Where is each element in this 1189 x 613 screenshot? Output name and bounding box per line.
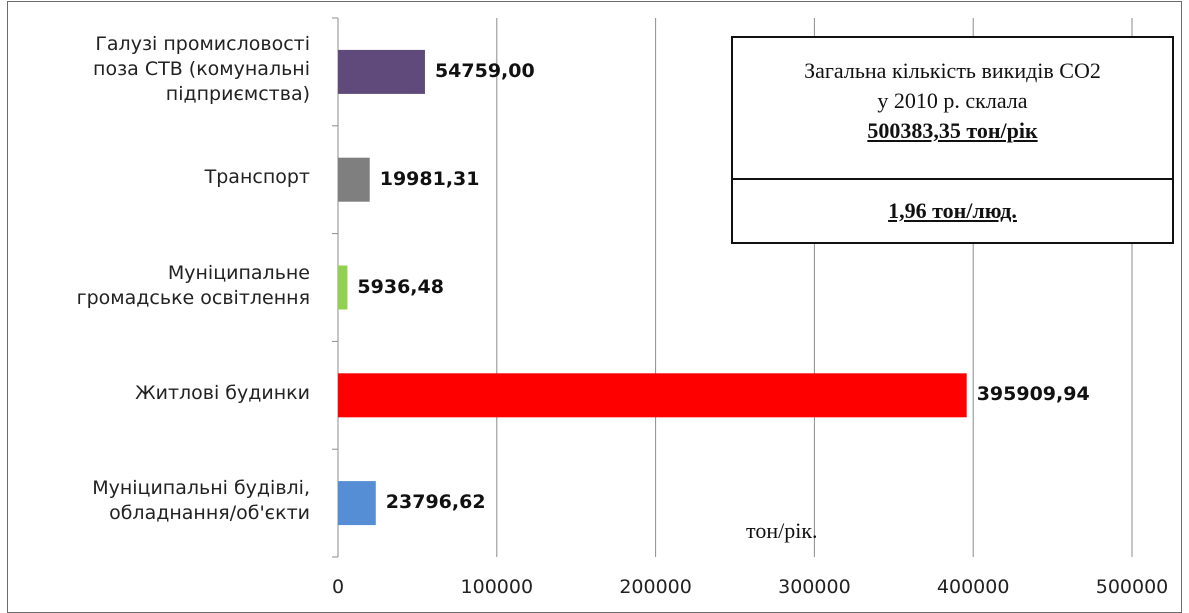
unit-label: тон/рік. — [746, 518, 818, 543]
bar-value-label: 19981,31 — [379, 167, 480, 190]
bar — [338, 157, 370, 202]
bar-value-label: 54759,00 — [434, 59, 535, 82]
bar-value-label: 5936,48 — [357, 275, 444, 298]
x-tick-label: 400000 — [936, 576, 1010, 598]
category-label: Галузі промисловості поза СТВ (комунальні… — [93, 33, 310, 106]
summary-per-capita: 1,96 тон/люд. — [888, 198, 1017, 223]
bar-value-label: 23796,62 — [385, 491, 486, 514]
bar — [338, 49, 425, 94]
bar — [338, 265, 348, 310]
x-tick-label: 500000 — [1095, 576, 1169, 598]
summary-total-value: 500383,35 тон/рік — [867, 118, 1038, 143]
x-tick-label: 300000 — [778, 576, 851, 598]
summary-total-section: Загальна кількість викидів CO2 у 2010 р.… — [733, 38, 1172, 180]
category-label: Житлові будинки — [135, 381, 310, 404]
category-label: Транспорт — [204, 166, 310, 189]
bar — [338, 481, 376, 526]
x-tick-label: 200000 — [619, 576, 692, 598]
category-label: Муніципальне громадське освітлення — [76, 261, 310, 309]
category-label: Муніципальні будівлі, обладнання/об'єкти — [92, 477, 310, 525]
summary-line-2: у 2010 р. склала — [877, 88, 1028, 113]
x-tick-label: 100000 — [460, 576, 534, 598]
x-tick-label: 0 — [331, 576, 345, 598]
bar — [338, 373, 967, 418]
bar-value-label: 395909,94 — [976, 383, 1090, 406]
summary-box: Загальна кількість викидів CO2 у 2010 р.… — [731, 36, 1174, 244]
summary-line-1: Загальна кількість викидів CO2 — [804, 58, 1101, 83]
